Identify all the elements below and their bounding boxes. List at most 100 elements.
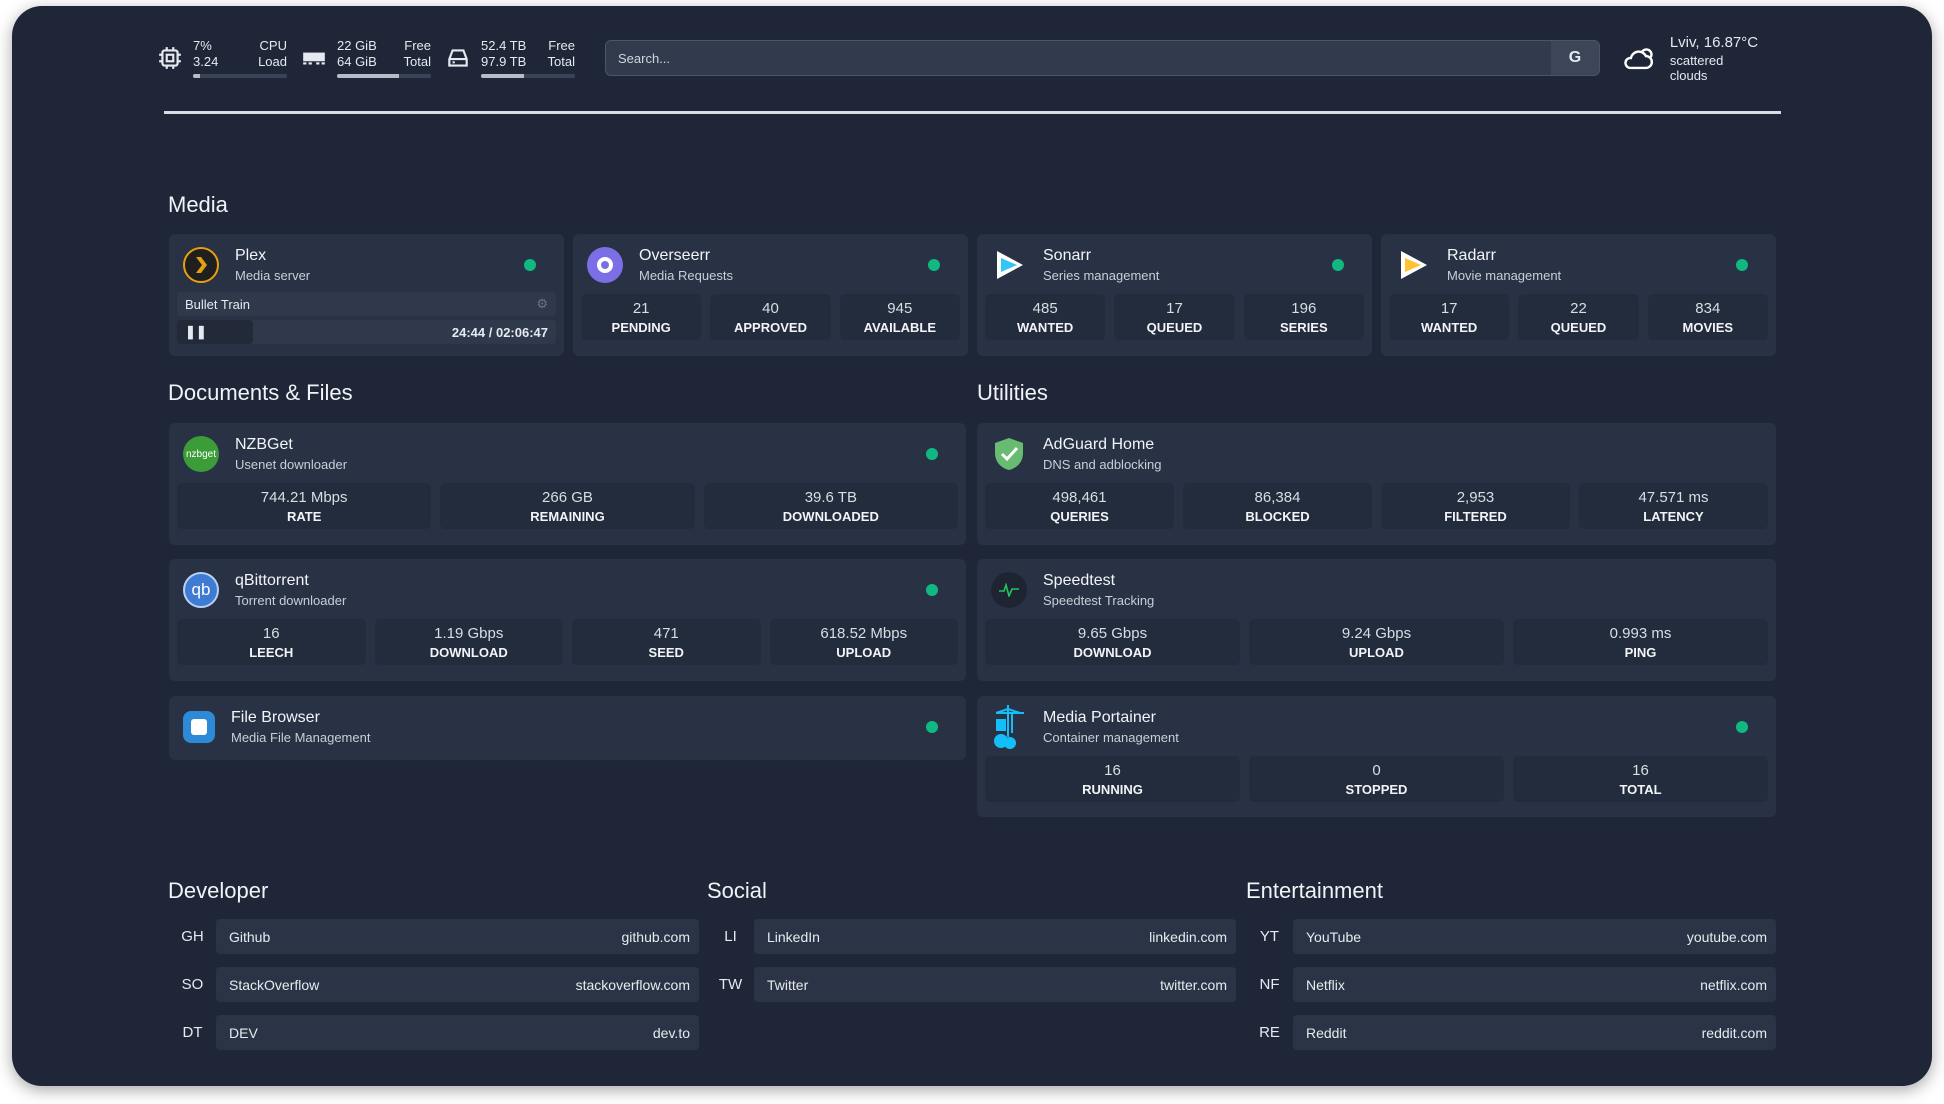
stat-value: 0 xyxy=(1372,762,1381,779)
stat-label: TOTAL xyxy=(1619,782,1662,797)
bookmark-developer[interactable]: DT DEV dev.to xyxy=(169,1015,699,1050)
service-name: Speedtest xyxy=(1043,572,1116,589)
bookmark-link[interactable]: Twitter twitter.com xyxy=(754,967,1236,1002)
bookmark-link[interactable]: Netflix netflix.com xyxy=(1293,967,1776,1002)
stat-block: 471 SEED xyxy=(572,619,761,665)
disk-widget: 52.4 TB Free 97.9 TB Total xyxy=(445,38,575,78)
service-name: NZBGet xyxy=(235,436,293,453)
bookmark-name: LinkedIn xyxy=(767,928,820,945)
stat-value: 22 xyxy=(1570,300,1587,317)
cloud-icon xyxy=(1624,48,1654,70)
stat-value: 39.6 TB xyxy=(804,489,857,506)
stat-value: 2,953 xyxy=(1456,489,1495,506)
disk-icon xyxy=(448,49,468,67)
qbittorrent-card[interactable]: qb qBittorrent Torrent downloader 16 LEECH… xyxy=(169,559,966,681)
sonarr-logo-icon xyxy=(991,247,1043,283)
bookmark-link[interactable]: Github github.com xyxy=(216,919,699,954)
bookmark-url: dev.to xyxy=(652,1024,690,1041)
stat-block: 16 RUNNING xyxy=(985,756,1240,802)
bookmark-entertainment[interactable]: NF Netflix netflix.com xyxy=(1246,967,1776,1002)
nzbget-card[interactable]: nzbget NZBGet Usenet downloader 744.21 Mb… xyxy=(169,423,966,545)
stat-label: UPLOAD xyxy=(836,645,892,660)
radarr-card[interactable]: Radarr Movie management 17 WANTED 22 QUEUED 8… xyxy=(1381,234,1776,356)
service-name: File Browser xyxy=(231,709,320,726)
cpu-label: CPU xyxy=(259,38,287,53)
bookmark-link[interactable]: YouTube youtube.com xyxy=(1293,919,1776,954)
stat-value: 485 xyxy=(1032,300,1058,317)
total-label: Total xyxy=(403,54,431,69)
stat-block: 22 QUEUED xyxy=(1518,294,1639,340)
stat-value: 618.52 Mbps xyxy=(820,625,908,642)
service-description: Torrent downloader xyxy=(235,593,347,608)
bookmark-url: stackoverflow.com xyxy=(575,976,690,993)
stat-label: UPLOAD xyxy=(1349,645,1404,660)
stat-label: APPROVED xyxy=(734,320,807,335)
portainer-card[interactable]: Media Portainer Container management 16 RU… xyxy=(977,696,1776,817)
stat-value: 16 xyxy=(1104,762,1121,779)
status-dot xyxy=(926,721,938,733)
plex-card[interactable]: Plex Media server Bullet Train ⚙ ❚❚ 24:44 /… xyxy=(169,234,564,356)
stat-value: 0.993 ms xyxy=(1609,625,1672,642)
stat-block: 744.21 Mbps RATE xyxy=(177,483,432,529)
stat-label: QUERIES xyxy=(1050,509,1109,524)
stat-block: 0.993 ms PING xyxy=(1513,619,1768,665)
service-description: Container management xyxy=(1043,730,1179,745)
service-name: Sonarr xyxy=(1043,247,1092,264)
memory-free: 22 GiB xyxy=(337,38,377,53)
search-input[interactable] xyxy=(606,41,1552,75)
bookmark-abbreviation: GH xyxy=(181,928,204,945)
stat-value: 47.571 ms xyxy=(1638,489,1709,506)
qbittorrent-logo-icon: qb xyxy=(183,572,235,608)
bookmark-name: YouTube xyxy=(1306,928,1362,945)
bookmark-link[interactable]: DEV dev.to xyxy=(216,1015,699,1050)
overseerr-logo-icon xyxy=(587,247,639,283)
stat-label: DOWNLOAD xyxy=(1073,645,1152,660)
stat-block: 86,384 BLOCKED xyxy=(1183,483,1372,529)
stat-label: REMAINING xyxy=(530,509,605,524)
bookmark-abbreviation: YT xyxy=(1259,928,1280,945)
total-label: Total xyxy=(547,54,575,69)
settings-icon[interactable]: ⚙ xyxy=(536,296,548,311)
stat-label: AVAILABLE xyxy=(863,320,937,335)
bookmark-link[interactable]: LinkedIn linkedin.com xyxy=(754,919,1236,954)
speedtest-card[interactable]: Speedtest Speedtest Tracking 9.65 Gbps DOW… xyxy=(977,559,1776,681)
overseerr-card[interactable]: Overseerr Media Requests 21 PENDING 40 APPRO… xyxy=(573,234,968,356)
filebrowser-card[interactable]: File Browser Media File Management xyxy=(169,696,966,760)
stat-block: 485 WANTED xyxy=(985,294,1106,340)
stat-block: 498,461 QUERIES xyxy=(985,483,1174,529)
bookmark-link[interactable]: Reddit reddit.com xyxy=(1293,1015,1776,1050)
status-dot xyxy=(1332,259,1344,271)
playback-progress[interactable]: ❚❚ 24:44 / 02:06:47 xyxy=(177,320,556,344)
stat-label: PING xyxy=(1624,645,1657,660)
stat-block: 40 APPROVED xyxy=(710,294,831,340)
sonarr-card[interactable]: Sonarr Series management 485 WANTED 17 QUEUE… xyxy=(977,234,1372,356)
bookmark-social[interactable]: TW Twitter twitter.com xyxy=(707,967,1236,1002)
bookmark-name: Reddit xyxy=(1306,1024,1347,1041)
adguard-logo-icon xyxy=(991,436,1043,472)
stat-block: 17 QUEUED xyxy=(1114,294,1235,340)
bookmark-url: youtube.com xyxy=(1686,928,1767,945)
stat-value: 86,384 xyxy=(1254,489,1301,506)
disk-total: 97.9 TB xyxy=(481,54,527,69)
bookmark-developer[interactable]: SO StackOverflow stackoverflow.com xyxy=(169,967,699,1002)
bookmark-social[interactable]: LI LinkedIn linkedin.com xyxy=(707,919,1236,954)
stat-label: RUNNING xyxy=(1082,782,1143,797)
bookmark-url: github.com xyxy=(621,928,690,945)
adguard-card[interactable]: AdGuard Home DNS and adblocking 498,461 QU… xyxy=(977,423,1776,545)
free-label: Free xyxy=(404,38,431,53)
dashboard-window xyxy=(12,6,1932,1086)
pause-icon[interactable]: ❚❚ xyxy=(185,324,207,339)
bookmark-name: Github xyxy=(229,928,271,945)
bookmark-developer[interactable]: GH Github github.com xyxy=(169,919,699,954)
status-dot xyxy=(928,259,940,271)
bookmark-entertainment[interactable]: RE Reddit reddit.com xyxy=(1246,1015,1776,1050)
service-description: Series management xyxy=(1043,268,1160,283)
search-provider-button[interactable]: G xyxy=(1551,41,1600,75)
weather-condition: scattered clouds xyxy=(1669,52,1724,83)
bookmark-link[interactable]: StackOverflow stackoverflow.com xyxy=(216,967,699,1002)
bookmark-abbreviation: NF xyxy=(1259,976,1280,993)
bookmark-url: twitter.com xyxy=(1160,976,1227,993)
stat-label: LEECH xyxy=(249,645,294,660)
stat-block: 0 STOPPED xyxy=(1249,756,1504,802)
bookmark-entertainment[interactable]: YT YouTube youtube.com xyxy=(1246,919,1776,954)
